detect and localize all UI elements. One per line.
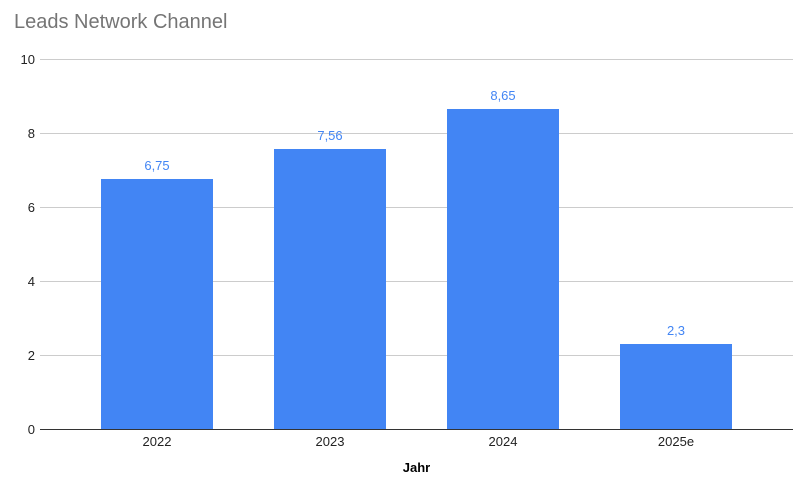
- bar-2022: [101, 179, 213, 429]
- gridline: [40, 133, 793, 134]
- gridline: [40, 207, 793, 208]
- gridline: [40, 355, 793, 356]
- y-axis-tick-label: 2: [27, 348, 35, 363]
- chart-title: Leads Network Channel: [14, 11, 228, 33]
- y-axis-tick-label: 6: [27, 200, 35, 215]
- x-axis-tick-label: 2025e: [657, 434, 695, 449]
- bar-value-label: 8,65: [490, 88, 516, 103]
- x-axis-tick-label: 2023: [315, 434, 345, 449]
- y-axis-tick-label: 0: [27, 422, 35, 437]
- bar-2024: [447, 109, 559, 429]
- bar-value-label: 2,3: [666, 323, 686, 338]
- x-axis-tick-label: 2022: [142, 434, 172, 449]
- gridline: [40, 59, 793, 60]
- gridline: [40, 281, 793, 282]
- x-axis-tick-label: 2024: [488, 434, 518, 449]
- bar-value-label: 7,56: [317, 128, 343, 143]
- y-axis-tick-label: 8: [27, 126, 35, 141]
- bar-value-label: 6,75: [144, 158, 170, 173]
- x-axis-baseline: [40, 429, 793, 430]
- y-axis-tick-label: 10: [20, 52, 35, 67]
- y-axis-tick-label: 4: [27, 274, 35, 289]
- bar-2023: [274, 149, 386, 429]
- bar-2025e: [620, 344, 732, 429]
- x-axis-title: Jahr: [402, 460, 431, 475]
